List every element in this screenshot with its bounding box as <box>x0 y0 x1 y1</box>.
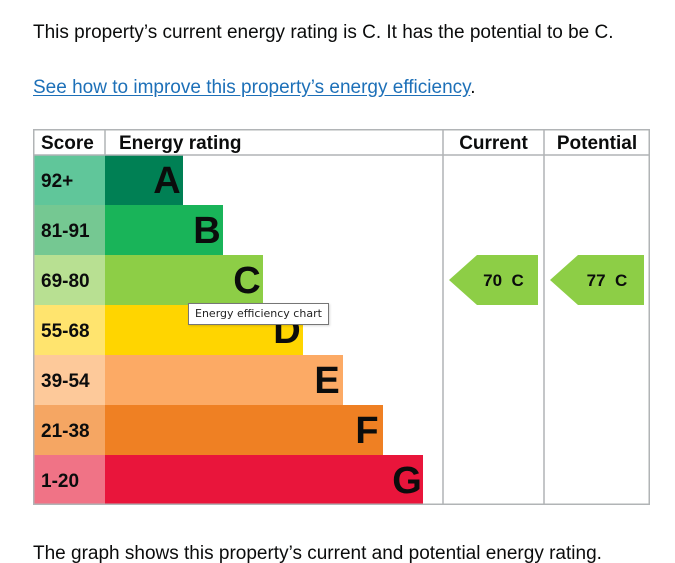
improve-paragraph: See how to improve this property’s energ… <box>33 75 476 100</box>
score-cell-b <box>33 205 105 255</box>
rating-bar-f <box>105 405 383 455</box>
score-cell-f <box>33 405 105 455</box>
header-potential: Potential <box>557 133 637 154</box>
rating-bar-c <box>105 255 263 305</box>
score-range-g: 1-20 <box>41 471 79 492</box>
score-range-e: 39-54 <box>41 371 90 392</box>
score-cell-c <box>33 255 105 305</box>
potential-rating-arrow <box>550 255 644 305</box>
header-score: Score <box>41 133 94 154</box>
current-rating-label: 70 C <box>483 271 524 290</box>
score-cell-d <box>33 305 105 355</box>
rating-bar-a <box>105 155 183 205</box>
improve-suffix: . <box>470 77 476 98</box>
score-range-b: 81-91 <box>41 221 90 242</box>
header-current: Current <box>459 133 528 154</box>
rating-letter-e: E <box>314 360 339 402</box>
rating-bar-e <box>105 355 343 405</box>
rating-bar-b <box>105 205 223 255</box>
rating-letter-g: G <box>392 460 422 502</box>
score-range-f: 21-38 <box>41 421 90 442</box>
header-energy-rating: Energy rating <box>119 133 241 154</box>
energy-efficiency-chart: Score Energy rating Current Potential 92+ A 81… <box>33 129 650 506</box>
chart-tooltip: Energy efficiency chart <box>188 303 329 325</box>
score-cell-a <box>33 155 105 205</box>
score-range-c: 69-80 <box>41 271 90 292</box>
rating-bar-g <box>105 455 423 505</box>
score-range-a: 92+ <box>41 171 73 192</box>
rating-letter-a: A <box>153 160 180 202</box>
rating-letter-f: F <box>355 410 378 452</box>
potential-rating-label: 77 C <box>587 271 628 290</box>
current-rating-arrow <box>449 255 538 305</box>
graph-description-text: The graph shows this property’s current … <box>33 543 602 563</box>
improve-efficiency-link[interactable]: See how to improve this property’s energ… <box>33 77 471 98</box>
energy-chart-svg: Score Energy rating Current Potential 92+ A 81… <box>33 129 650 505</box>
score-cell-e <box>33 355 105 405</box>
rating-letter-b: B <box>193 210 220 252</box>
rating-letter-c: C <box>233 260 260 302</box>
rating-summary-text: This property’s current energy rating is… <box>33 22 614 43</box>
score-range-d: 55-68 <box>41 321 90 342</box>
score-cell-g <box>33 455 105 505</box>
